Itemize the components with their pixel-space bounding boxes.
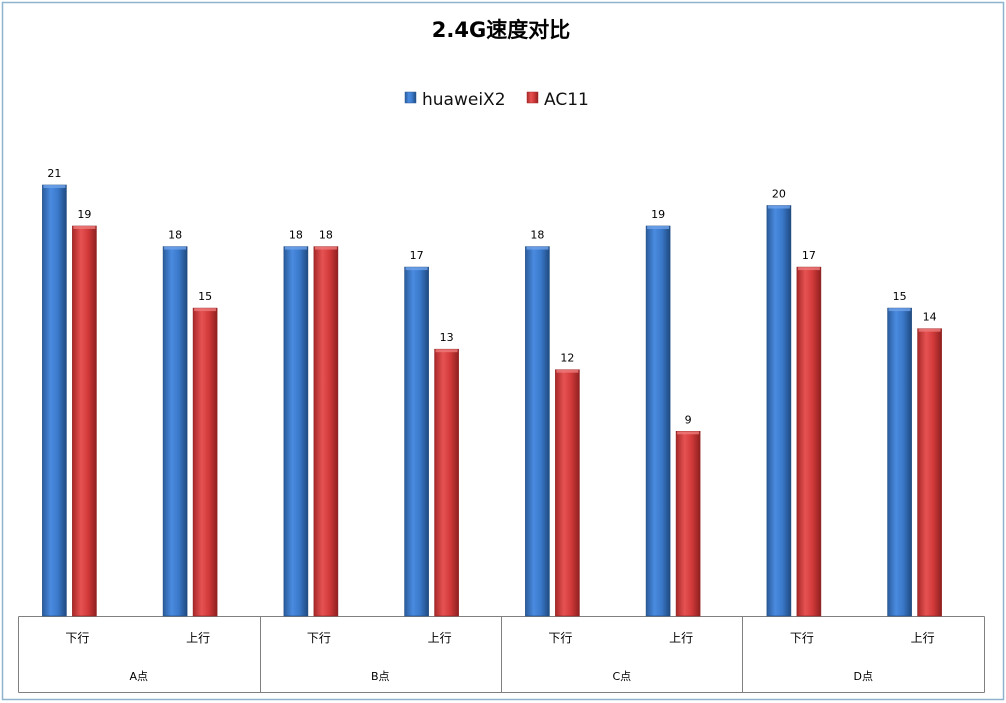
bar-cap-ac11-4 <box>556 369 579 373</box>
data-label-huaweix2-3: 17 <box>410 249 424 262</box>
bar-cap-huaweix2-3 <box>405 267 428 271</box>
data-label-huaweix2-2: 18 <box>289 229 303 242</box>
bar-cap-ac11-2 <box>314 246 337 250</box>
bar-huaweix2-4 <box>525 246 550 617</box>
bar-ac11-1 <box>192 307 218 617</box>
data-label-ac11-6: 17 <box>802 249 816 262</box>
bar-huaweix2-2 <box>283 246 309 617</box>
group-label-3: D点 <box>854 670 873 683</box>
bar-cap-huaweix2-6 <box>767 205 790 209</box>
group-label-2: C点 <box>612 670 631 683</box>
bar-cap-huaweix2-1 <box>164 246 187 250</box>
legend-swatch-huaweix2 <box>404 91 417 104</box>
group-label-0: A点 <box>130 670 149 683</box>
data-label-huaweix2-5: 19 <box>651 208 665 221</box>
data-label-huaweix2-7: 15 <box>893 290 907 303</box>
bar-huaweix2-7 <box>887 307 912 617</box>
tick-label-7: 上行 <box>911 631 935 645</box>
tick-label-5: 上行 <box>669 631 693 645</box>
bar-cap-huaweix2-2 <box>284 246 307 250</box>
bar-ac11-5 <box>675 430 701 617</box>
bar-huaweix2-5 <box>645 225 671 617</box>
data-label-huaweix2-1: 18 <box>168 229 182 242</box>
bar-ac11-6 <box>796 266 822 617</box>
bar-ac11-2 <box>313 246 339 617</box>
data-label-ac11-7: 14 <box>923 311 937 324</box>
bar-ac11-7 <box>917 328 942 617</box>
bar-huaweix2-6 <box>766 205 792 617</box>
tick-label-0: 下行 <box>65 631 89 645</box>
group-labels-layer: A点 B点 C点 D点 <box>130 670 874 683</box>
x-axis <box>18 616 985 693</box>
data-labels-layer: 21 18 18 17 18 19 20 15 19 15 18 13 12 9 17 14 <box>47 167 936 426</box>
data-label-huaweix2-4: 18 <box>530 229 544 242</box>
bar-huaweix2-1 <box>162 246 188 617</box>
chart-title: 2.4G速度对比 <box>432 18 570 42</box>
bar-cap-ac11-6 <box>797 267 820 271</box>
bar-cap-huaweix2-0 <box>43 185 66 188</box>
bar-cap-ac11-5 <box>677 431 700 435</box>
bar-cap-ac11-0 <box>73 226 96 229</box>
bar-cap-huaweix2-4 <box>526 246 549 250</box>
bar-ac11-0 <box>72 225 97 617</box>
data-label-huaweix2-0: 21 <box>47 167 61 180</box>
bar-cap-ac11-7 <box>918 328 941 332</box>
data-label-ac11-5: 9 <box>685 413 692 426</box>
bar-ac11-3 <box>434 348 459 617</box>
tick-label-3: 上行 <box>428 631 452 645</box>
data-label-ac11-0: 19 <box>77 208 91 221</box>
tick-label-2: 下行 <box>307 631 331 645</box>
data-label-ac11-2: 18 <box>319 229 333 242</box>
tick-label-4: 下行 <box>548 631 572 645</box>
legend-swatch-ac11 <box>526 91 539 104</box>
bar-ac11-4 <box>555 369 580 617</box>
bar-cap-huaweix2-7 <box>888 308 911 312</box>
tick-label-6: 下行 <box>790 631 814 645</box>
bar-huaweix2-3 <box>404 266 429 617</box>
group-label-1: B点 <box>371 670 390 683</box>
bar-cap-ac11-3 <box>435 349 458 353</box>
tick-label-1: 上行 <box>186 631 210 645</box>
tick-labels-layer: 下行 上行 下行 上行 下行 上行 下行 上行 <box>65 631 934 645</box>
data-label-huaweix2-6: 20 <box>772 188 786 201</box>
legend: huaweiX2 AC11 <box>404 90 589 110</box>
bars-layer <box>42 184 942 617</box>
data-label-ac11-3: 13 <box>440 331 454 344</box>
bar-cap-huaweix2-5 <box>647 226 670 229</box>
legend-label-ac11: AC11 <box>544 90 589 110</box>
bar-huaweix2-0 <box>42 184 67 617</box>
data-label-ac11-4: 12 <box>560 352 574 365</box>
bar-cap-ac11-1 <box>194 308 217 312</box>
legend-label-huaweix2: huaweiX2 <box>422 90 506 110</box>
data-label-ac11-1: 15 <box>198 290 212 303</box>
